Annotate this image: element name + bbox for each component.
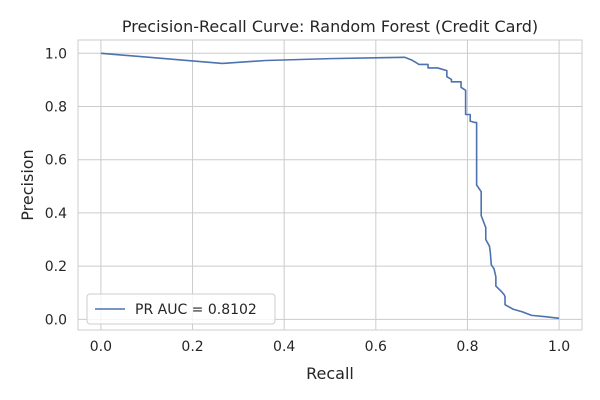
grid xyxy=(78,40,582,330)
y-axis-label: Precision xyxy=(18,149,37,220)
y-tick-label: 1.0 xyxy=(45,46,67,62)
y-tick-label: 0.2 xyxy=(45,259,67,275)
series-layer xyxy=(100,52,560,320)
y-tick-label: 0.4 xyxy=(45,206,67,222)
x-tick-label: 0.4 xyxy=(273,339,295,355)
pr-curve-line xyxy=(100,52,560,320)
x-tick-label: 0.2 xyxy=(181,339,203,355)
y-axis-ticks: 0.0 0.2 0.4 0.6 0.8 1.0 xyxy=(45,46,67,328)
y-tick-label: 0.8 xyxy=(45,100,67,116)
legend: PR AUC = 0.8102 xyxy=(86,293,276,325)
x-axis-label: Recall xyxy=(306,364,354,383)
y-tick-label: 0.0 xyxy=(45,312,67,328)
x-tick-label: 1.0 xyxy=(548,339,570,355)
legend-label: PR AUC = 0.8102 xyxy=(135,302,257,318)
x-tick-label: 0.0 xyxy=(90,339,112,355)
chart-title: Precision-Recall Curve: Random Forest (C… xyxy=(122,17,538,36)
legend-box xyxy=(86,293,276,325)
x-tick-label: 0.8 xyxy=(456,339,478,355)
x-tick-label: 0.6 xyxy=(365,339,387,355)
x-axis-ticks: 0.0 0.2 0.4 0.6 0.8 1.0 xyxy=(90,339,570,355)
plot-frame xyxy=(77,39,583,331)
y-tick-label: 0.6 xyxy=(45,153,67,169)
